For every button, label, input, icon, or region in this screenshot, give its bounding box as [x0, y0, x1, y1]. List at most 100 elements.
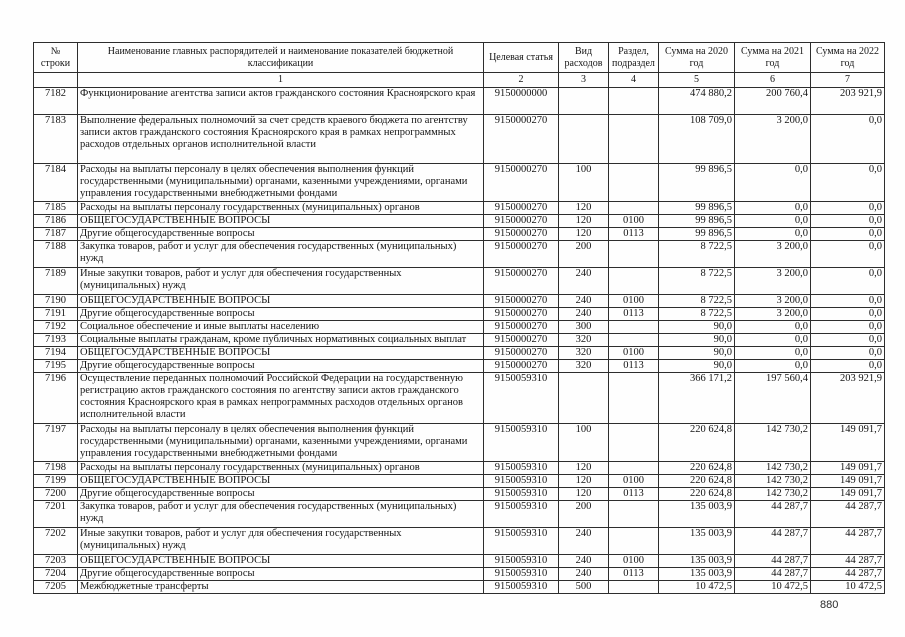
target-article-cell: 9150000270: [483, 266, 559, 295]
name-cell: Функционирование агентства записи актов …: [77, 86, 484, 115]
row-number-cell: 7183: [33, 113, 78, 164]
expense-type-cell: 300: [558, 319, 609, 334]
table-row: 7198 Расходы на выплаты персоналу государ…: [33, 460, 885, 475]
row-number-cell: 7197: [33, 422, 78, 462]
target-article-cell: 9150000270: [483, 113, 559, 164]
target-article-cell: 9150059310: [483, 579, 559, 594]
sum-2022-cell: 10 472,5: [810, 579, 885, 594]
sum-2021-cell: 3 200,0: [734, 266, 811, 295]
col-header-name: Наименование главных распорядителей и на…: [77, 42, 484, 73]
table-row: 7183 Выполнение федеральных полномочий за…: [33, 113, 885, 164]
sum-2022-cell: 0,0: [810, 200, 885, 215]
row-number-cell: 7194: [33, 345, 78, 360]
row-number-cell: 7182: [33, 86, 78, 115]
expense-type-cell: 120: [558, 460, 609, 475]
target-article-cell: 9150000270: [483, 162, 559, 202]
target-article-cell: 9150059310: [483, 566, 559, 581]
name-cell: ОБЩЕГОСУДАРСТВЕННЫЕ ВОПРОСЫ: [77, 473, 484, 488]
sum-2022-cell: 44 287,7: [810, 566, 885, 581]
table-row: 7192 Социальное обеспечение и иные выплат…: [33, 319, 885, 334]
section-cell: 0113: [608, 226, 659, 241]
sum-2021-cell: 0,0: [734, 345, 811, 360]
sum-2021-cell: 3 200,0: [734, 293, 811, 308]
row-number-cell: 7195: [33, 358, 78, 373]
section-cell: [608, 332, 659, 347]
section-cell: [608, 460, 659, 475]
name-cell: ОБЩЕГОСУДАРСТВЕННЫЕ ВОПРОСЫ: [77, 213, 484, 228]
section-cell: 0100: [608, 213, 659, 228]
column-number: 3: [558, 72, 609, 88]
row-number-cell: 7199: [33, 473, 78, 488]
col-header-expense-type: Вид расходов: [558, 42, 609, 73]
sum-2021-cell: 142 730,2: [734, 460, 811, 475]
section-cell: [608, 200, 659, 215]
sum-2021-cell: 0,0: [734, 332, 811, 347]
sum-2021-cell: 142 730,2: [734, 486, 811, 501]
sum-2022-cell: 44 287,7: [810, 499, 885, 528]
name-cell: Расходы на выплаты персоналу государстве…: [77, 200, 484, 215]
section-cell: [608, 499, 659, 528]
table-body: 7182 Функционирование агентства записи ак…: [33, 86, 885, 594]
sum-2021-cell: 0,0: [734, 319, 811, 334]
sum-2021-cell: 44 287,7: [734, 553, 811, 568]
sum-2020-cell: 99 896,5: [658, 213, 735, 228]
target-article-cell: 9150000270: [483, 306, 559, 321]
name-cell: Закупка товаров, работ и услуг для обесп…: [77, 499, 484, 528]
table-row: 7186 ОБЩЕГОСУДАРСТВЕННЫЕ ВОПРОСЫ 915000027…: [33, 213, 885, 228]
expense-type-cell: 100: [558, 162, 609, 202]
section-cell: [608, 579, 659, 594]
name-cell: Иные закупки товаров, работ и услуг для …: [77, 266, 484, 295]
name-cell: ОБЩЕГОСУДАРСТВЕННЫЕ ВОПРОСЫ: [77, 293, 484, 308]
row-number-cell: 7186: [33, 213, 78, 228]
row-number-cell: 7202: [33, 526, 78, 555]
sum-2021-cell: 0,0: [734, 200, 811, 215]
column-number: 4: [608, 72, 659, 88]
expense-type-cell: 320: [558, 332, 609, 347]
sum-2021-cell: 0,0: [734, 213, 811, 228]
sum-2020-cell: 99 896,5: [658, 226, 735, 241]
sum-2022-cell: 0,0: [810, 332, 885, 347]
name-cell: Иные закупки товаров, работ и услуг для …: [77, 526, 484, 555]
table-row: 7182 Функционирование агентства записи ак…: [33, 86, 885, 115]
sum-2022-cell: 0,0: [810, 306, 885, 321]
sum-2020-cell: 99 896,5: [658, 162, 735, 202]
name-cell: Другие общегосударственные вопросы: [77, 566, 484, 581]
table-row: 7193 Социальные выплаты гражданам, кроме …: [33, 332, 885, 347]
sum-2020-cell: 108 709,0: [658, 113, 735, 164]
sum-2020-cell: 135 003,9: [658, 499, 735, 528]
sum-2020-cell: 474 880,2: [658, 86, 735, 115]
expense-type-cell: 240: [558, 526, 609, 555]
sum-2022-cell: 0,0: [810, 345, 885, 360]
row-number-cell: 7189: [33, 266, 78, 295]
target-article-cell: 9150000270: [483, 319, 559, 334]
target-article-cell: 9150000270: [483, 239, 559, 268]
sum-2022-cell: 0,0: [810, 162, 885, 202]
sum-2022-cell: 203 921,9: [810, 371, 885, 424]
section-cell: [608, 371, 659, 424]
section-cell: [608, 113, 659, 164]
sum-2022-cell: 149 091,7: [810, 473, 885, 488]
section-cell: [608, 266, 659, 295]
sum-2020-cell: 220 624,8: [658, 460, 735, 475]
sum-2021-cell: 10 472,5: [734, 579, 811, 594]
name-cell: Расходы на выплаты персоналу государстве…: [77, 460, 484, 475]
target-article-cell: 9150000000: [483, 86, 559, 115]
sum-2021-cell: 0,0: [734, 226, 811, 241]
row-number-cell: 7200: [33, 486, 78, 501]
section-cell: 0100: [608, 473, 659, 488]
sum-2020-cell: 366 171,2: [658, 371, 735, 424]
sum-2020-cell: 135 003,9: [658, 566, 735, 581]
expense-type-cell: 100: [558, 422, 609, 462]
col-header-target-article: Целевая статья: [483, 42, 559, 73]
table-row: 7203 ОБЩЕГОСУДАРСТВЕННЫЕ ВОПРОСЫ 915005931…: [33, 553, 885, 568]
table-row: 7199 ОБЩЕГОСУДАРСТВЕННЫЕ ВОПРОСЫ 915005931…: [33, 473, 885, 488]
table-row: 7189 Иные закупки товаров, работ и услуг …: [33, 266, 885, 295]
col-header-sum-2020: Сумма на 2020 год: [658, 42, 735, 73]
row-number-cell: 7188: [33, 239, 78, 268]
target-article-cell: 9150000270: [483, 345, 559, 360]
table-row: 7191 Другие общегосударственные вопросы 91…: [33, 306, 885, 321]
sum-2021-cell: 44 287,7: [734, 566, 811, 581]
expense-type-cell: 120: [558, 486, 609, 501]
expense-type-cell: 200: [558, 499, 609, 528]
row-number-cell: 7184: [33, 162, 78, 202]
